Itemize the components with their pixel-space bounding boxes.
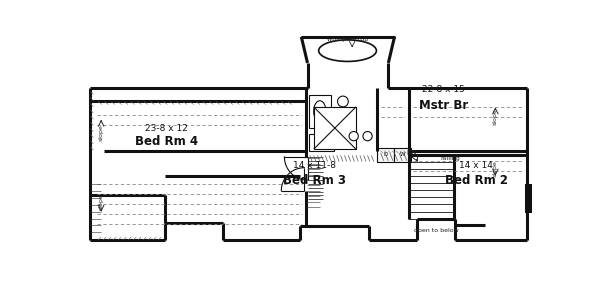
Text: 23-8 x 12: 23-8 x 12 [145, 124, 188, 133]
Text: 14 x 11-8: 14 x 11-8 [293, 161, 336, 170]
Ellipse shape [349, 132, 358, 141]
Text: open to below: open to below [415, 228, 459, 233]
Text: D: D [383, 152, 388, 157]
Text: Bed Rm 2: Bed Rm 2 [445, 174, 508, 187]
Text: slope: slope [493, 160, 498, 177]
Text: 22-8 x 15: 22-8 x 15 [422, 85, 465, 94]
Text: Bed Rm 4: Bed Rm 4 [135, 135, 198, 148]
Ellipse shape [338, 96, 349, 107]
Text: Bed Rm 3: Bed Rm 3 [283, 174, 346, 187]
Text: slope: slope [98, 124, 104, 141]
Text: whirlpool tub: whirlpool tub [327, 37, 368, 42]
Bar [309, 134, 334, 151]
Text: railing: railing [440, 156, 460, 161]
Bar [309, 95, 331, 128]
Bar [524, 184, 532, 213]
Bar [394, 148, 410, 162]
Ellipse shape [315, 137, 328, 148]
Ellipse shape [314, 101, 326, 122]
Ellipse shape [363, 132, 372, 141]
Bar [377, 148, 394, 162]
Text: DN: DN [406, 150, 417, 156]
Text: W: W [400, 152, 405, 157]
Bar [314, 107, 356, 149]
Text: slope: slope [493, 108, 498, 125]
Ellipse shape [319, 40, 376, 62]
Text: slope: slope [98, 193, 104, 210]
Text: Mstr Br: Mstr Br [419, 99, 469, 112]
Text: 14 x 14: 14 x 14 [459, 161, 493, 170]
